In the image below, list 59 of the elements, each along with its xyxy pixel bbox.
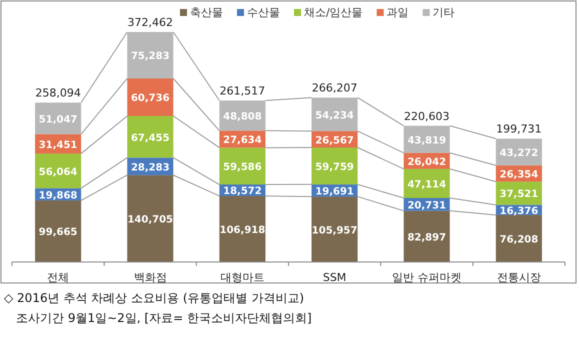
x-tick-label: 일반 슈퍼마켓 — [392, 271, 462, 284]
bar — [496, 214, 542, 262]
data-label: 48,808 — [223, 112, 262, 123]
data-label: 37,521 — [500, 189, 538, 200]
text: ◇ 2016년 추석 차례상 소요비용 (유통업태별 가격비교) — [4, 291, 304, 305]
data-label: 43,819 — [407, 135, 446, 146]
data-label: 99,665 — [38, 227, 78, 238]
x-tick-label: 대형마트 — [220, 271, 264, 284]
data-label: 59,759 — [315, 162, 354, 173]
data-label: 51,047 — [38, 114, 78, 126]
data-label: 82,897 — [407, 232, 446, 244]
data-label: 26,354 — [500, 170, 538, 181]
data-label: 26,042 — [407, 156, 446, 168]
data-label: 106,918 — [220, 224, 266, 236]
x-tick-label: 전체 — [47, 271, 70, 284]
bar — [404, 210, 450, 262]
x-tick-label: 전통시장 — [496, 271, 541, 284]
legend-label: 채소/임산물 — [304, 6, 363, 19]
data-label: 19,868 — [38, 190, 78, 202]
bar — [312, 196, 358, 262]
data-label: 18,572 — [223, 186, 262, 198]
data-label: 31,451 — [38, 140, 78, 151]
bar — [127, 32, 174, 78]
total-label: 199,731 — [496, 122, 542, 136]
legend-label: 축산물 — [190, 6, 223, 19]
data-label: 60,736 — [130, 93, 170, 104]
data-label: 19,691 — [315, 186, 354, 198]
data-label: 28,283 — [130, 162, 170, 174]
data-label: 67,455 — [130, 132, 170, 144]
legend-label: 기타 — [432, 6, 455, 19]
data-label: 54,234 — [315, 110, 354, 122]
total-label: 266,207 — [312, 82, 358, 95]
bar — [127, 78, 174, 116]
data-label: 43,272 — [500, 148, 538, 160]
total-label: 220,603 — [404, 110, 450, 123]
bar — [127, 116, 174, 158]
legend-label: 과일 — [386, 6, 409, 19]
data-label: 47,114 — [407, 179, 446, 190]
total-label: 372,462 — [128, 16, 173, 29]
data-label: 59,586 — [223, 162, 262, 174]
x-tick-label: SSM — [322, 271, 346, 284]
total-label: 261,517 — [220, 84, 266, 98]
x-tick-label: 백화점 — [134, 271, 167, 284]
data-label: 75,283 — [130, 51, 170, 62]
data-label: 27,634 — [223, 135, 262, 146]
text: 조사기간 9월1일~2일, [자료= 한국소비자단체협의회] — [16, 311, 312, 325]
bar — [219, 196, 266, 262]
data-label: 105,957 — [312, 225, 358, 236]
data-label: 56,064 — [38, 166, 78, 178]
data-label: 26,567 — [315, 135, 354, 146]
data-label: 20,731 — [407, 200, 446, 212]
data-label: 16,376 — [500, 206, 538, 217]
data-label: 76,208 — [500, 234, 538, 246]
bar — [35, 200, 82, 262]
bar — [127, 175, 174, 262]
bar — [312, 148, 358, 184]
total-label: 258,094 — [35, 86, 81, 100]
data-label: 140,705 — [127, 214, 174, 226]
legend-label: 수산물 — [247, 6, 280, 19]
